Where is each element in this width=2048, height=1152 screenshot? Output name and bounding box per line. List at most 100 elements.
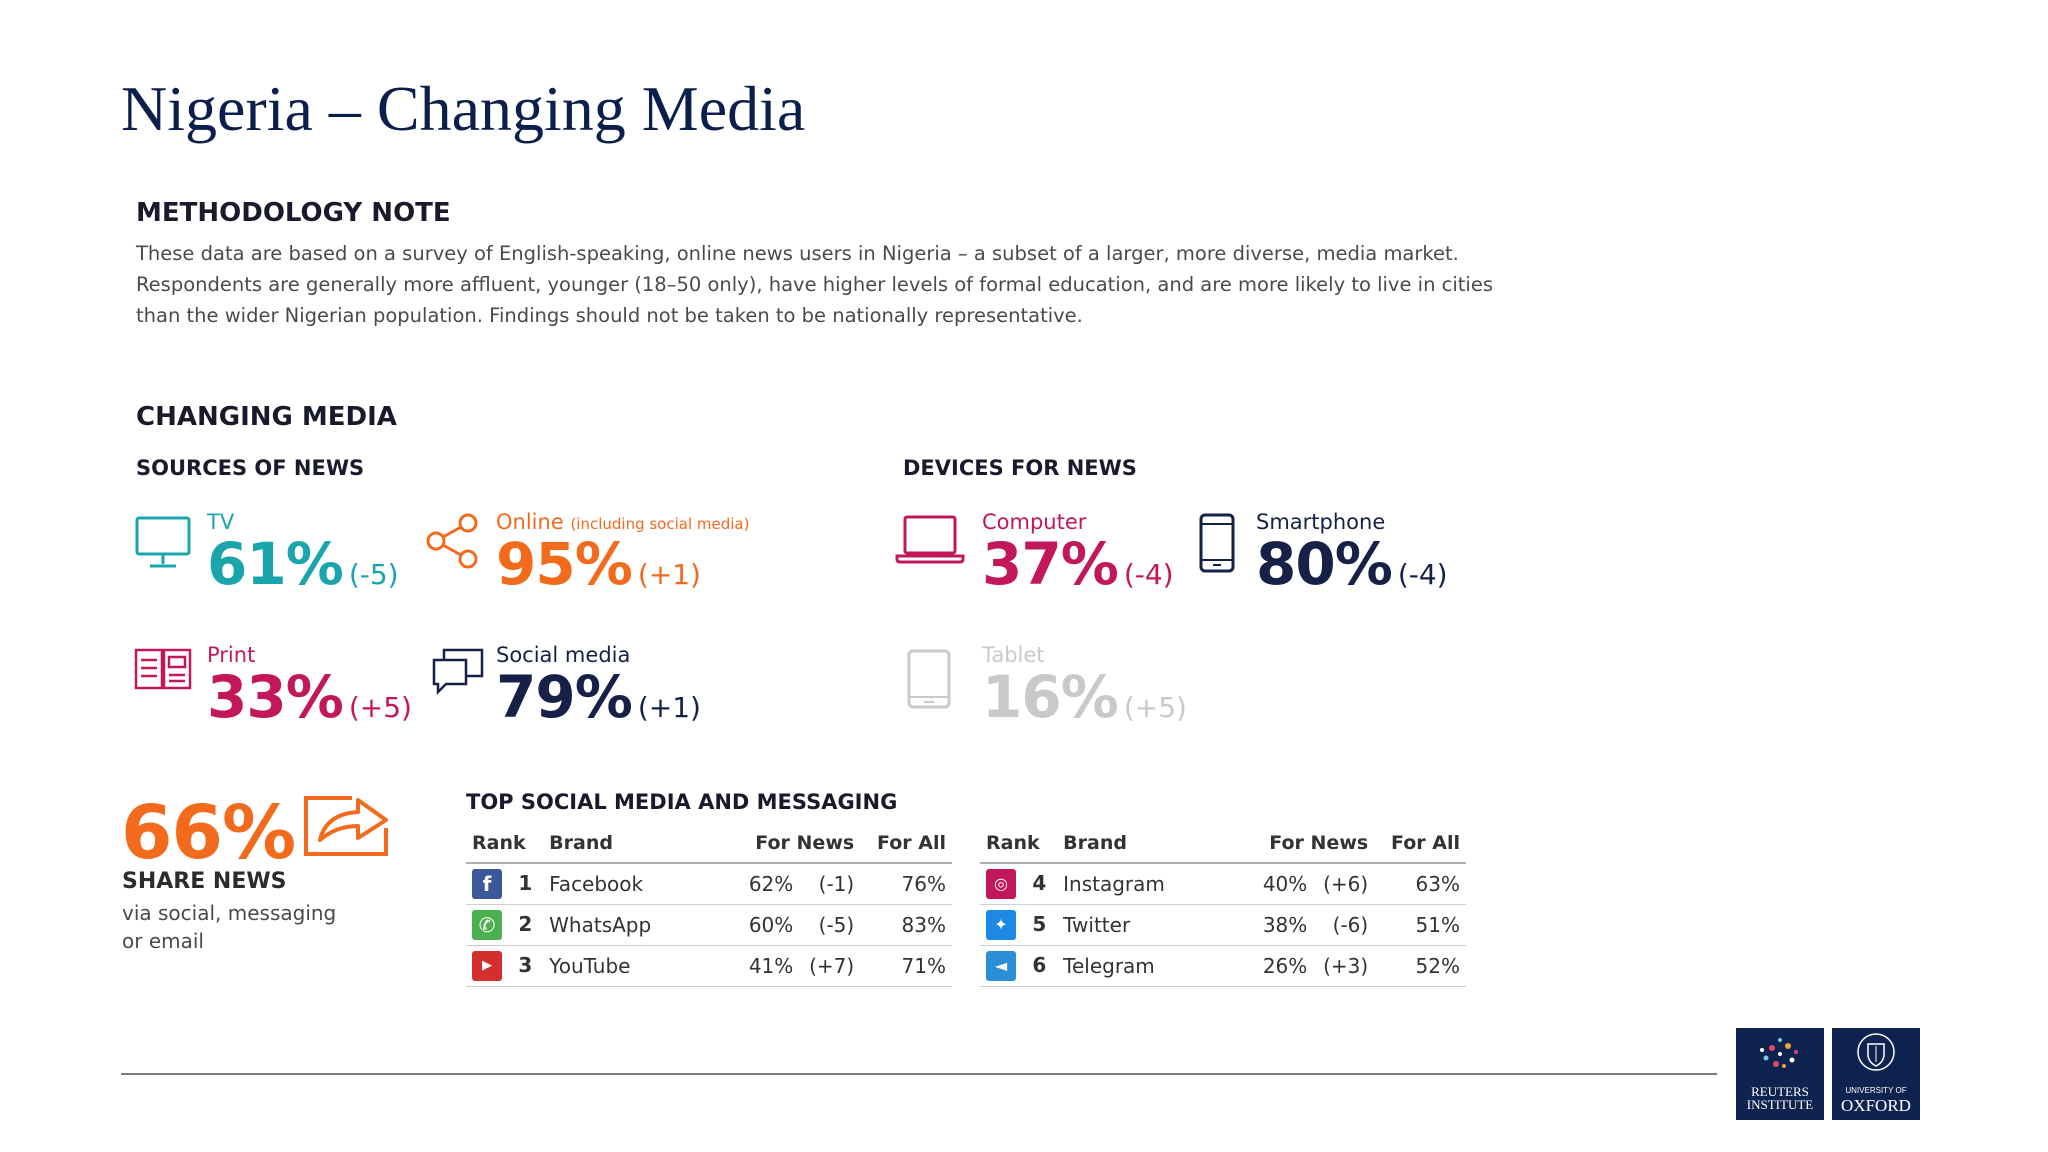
device-label: Smartphone	[1256, 510, 1386, 534]
device-value: 37% (-4)	[982, 530, 1174, 598]
social-table-right: Rank Brand For News For All ◎ 4 Instagra…	[980, 832, 1466, 987]
slide-title: Nigeria – Changing Media	[121, 73, 806, 144]
brand-cell: WhatsApp	[543, 904, 725, 946]
for-news-cell: 41%	[724, 945, 800, 987]
change-cell: (+7)	[799, 945, 861, 987]
source-label: Online (including social media)	[496, 510, 750, 534]
for-news-cell: 62%	[724, 863, 800, 905]
source-print: Print 33% (+5)	[207, 643, 412, 738]
for-news-cell: 38%	[1238, 904, 1314, 946]
footer-divider	[121, 1073, 1717, 1075]
source-label: TV	[207, 510, 235, 534]
twitter-icon: ✦	[986, 910, 1016, 940]
source-value: 33% (+5)	[207, 663, 412, 731]
brand-cell: YouTube	[543, 945, 725, 987]
brand-cell: Twitter	[1057, 904, 1239, 946]
device-computer: Computer 37% (-4)	[982, 510, 1174, 605]
device-smartphone: Smartphone 80% (-4)	[1256, 510, 1448, 605]
share-value: 66%	[121, 790, 296, 876]
device-value: 16% (+5)	[982, 663, 1187, 731]
source-label: Social media	[496, 643, 631, 667]
oxford-crest-icon	[1857, 1033, 1895, 1071]
table-row: ✆ 2 WhatsApp 60% (-5) 83%	[466, 904, 952, 946]
reuters-institute-logo: REUTERS INSTITUTE	[1736, 1028, 1824, 1120]
for-all-cell: 76%	[860, 863, 952, 905]
rank-cell: f 1	[466, 863, 544, 905]
change-cell: (-5)	[799, 904, 861, 946]
table-header-row: Rank Brand For News For All	[980, 832, 1466, 864]
table-header-row: Rank Brand For News For All	[466, 832, 952, 864]
for-all-cell: 63%	[1374, 863, 1466, 905]
column-header-for-all: For All	[1374, 832, 1466, 864]
for-all-cell: 51%	[1374, 904, 1466, 946]
column-header-rank: Rank	[466, 832, 544, 864]
facebook-icon: f	[472, 869, 502, 899]
share-label: SHARE NEWS	[122, 869, 287, 894]
methodology-line: than the wider Nigerian population. Find…	[136, 304, 1083, 327]
social-table-heading: TOP SOCIAL MEDIA AND MESSAGING	[466, 790, 898, 814]
device-value: 80% (-4)	[1256, 530, 1448, 598]
change-cell: (-1)	[799, 863, 861, 905]
for-all-cell: 71%	[860, 945, 952, 987]
column-header-for-all: For All	[860, 832, 952, 864]
column-header-rank: Rank	[980, 832, 1058, 864]
smartphone-icon	[1199, 513, 1235, 573]
tablet-icon	[907, 649, 951, 709]
device-label: Computer	[982, 510, 1087, 534]
oxford-logo-small-text: UNIVERSITY OF	[1845, 1086, 1907, 1095]
newspaper-icon	[134, 648, 192, 690]
for-news-cell: 40%	[1238, 863, 1314, 905]
share-arrow-icon	[304, 796, 388, 856]
source-tv: TV 61% (-5)	[207, 510, 399, 605]
source-online: Online (including social media) 95% (+1)	[496, 510, 749, 605]
for-news-cell: 26%	[1238, 945, 1314, 987]
for-all-cell: 52%	[1374, 945, 1466, 987]
instagram-icon: ◎	[986, 869, 1016, 899]
reuters-logo-text: INSTITUTE	[1746, 1097, 1814, 1112]
telegram-icon: ◄	[986, 951, 1016, 981]
change-cell: (-6)	[1313, 904, 1375, 946]
sources-heading: SOURCES OF NEWS	[136, 456, 365, 480]
brand-cell: Telegram	[1057, 945, 1239, 987]
rank-cell: ▶ 3	[466, 945, 544, 987]
table-row: ▶ 3 YouTube 41% (+7) 71%	[466, 945, 952, 987]
share-subtext-line: via social, messaging	[122, 901, 337, 925]
table-row: ◄ 6 Telegram 26% (+3) 52%	[980, 945, 1466, 987]
oxford-logo-text: OXFORD	[1841, 1096, 1911, 1115]
methodology-heading: METHODOLOGY NOTE	[136, 198, 451, 228]
column-header-brand: Brand	[1057, 832, 1239, 864]
reuters-logo-text: REUTERS	[1751, 1084, 1809, 1099]
speech-bubbles-icon	[432, 648, 484, 696]
source-label: Print	[207, 643, 256, 667]
source-value: 79% (+1)	[496, 663, 701, 731]
for-news-cell: 60%	[724, 904, 800, 946]
share-subtext-line: or email	[122, 929, 204, 953]
share-nodes-icon	[426, 513, 478, 569]
youtube-icon: ▶	[472, 951, 502, 981]
change-cell: (+6)	[1313, 863, 1375, 905]
devices-heading: DEVICES FOR NEWS	[903, 456, 1137, 480]
laptop-icon	[895, 515, 965, 564]
rank-cell: ✦ 5	[980, 904, 1058, 946]
changing-media-heading: CHANGING MEDIA	[136, 402, 397, 432]
social-table-left: Rank Brand For News For All f 1 Facebook…	[466, 832, 952, 987]
for-all-cell: 83%	[860, 904, 952, 946]
rank-cell: ✆ 2	[466, 904, 544, 946]
brand-cell: Facebook	[543, 863, 725, 905]
whatsapp-icon: ✆	[472, 910, 502, 940]
source-value: 61% (-5)	[207, 530, 399, 598]
reuters-dots-icon	[1760, 1038, 1798, 1068]
column-header-for-news: For News	[724, 832, 861, 864]
methodology-text: These data are based on a survey of Engl…	[136, 238, 1536, 331]
oxford-logo: UNIVERSITY OF OXFORD	[1832, 1028, 1920, 1120]
methodology-line: These data are based on a survey of Engl…	[136, 242, 1459, 265]
table-row: ◎ 4 Instagram 40% (+6) 63%	[980, 863, 1466, 905]
device-tablet: Tablet 16% (+5)	[982, 643, 1187, 738]
column-header-for-news: For News	[1238, 832, 1375, 864]
methodology-line: Respondents are generally more affluent,…	[136, 273, 1493, 296]
device-label: Tablet	[982, 643, 1045, 667]
share-subtext: via social, messaging or email	[122, 899, 382, 955]
table-row: ✦ 5 Twitter 38% (-6) 51%	[980, 904, 1466, 946]
rank-cell: ◄ 6	[980, 945, 1058, 987]
source-social-media: Social media 79% (+1)	[496, 643, 701, 738]
